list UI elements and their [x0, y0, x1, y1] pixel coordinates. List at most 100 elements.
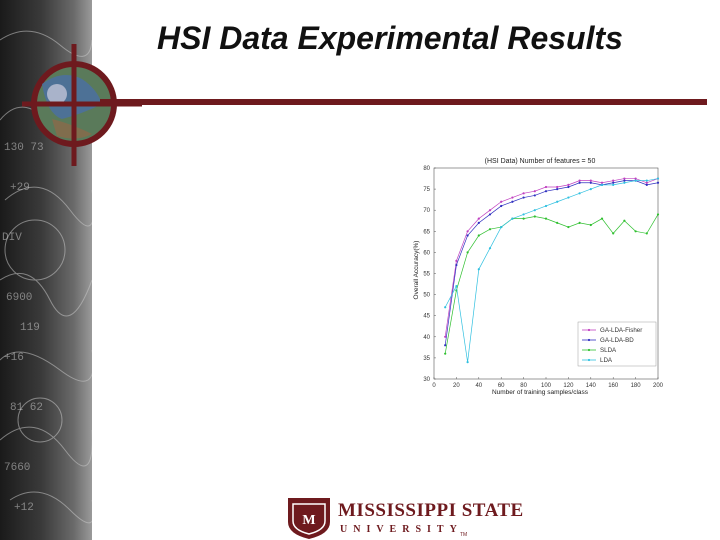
- university-crest-icon: M: [288, 498, 330, 539]
- svg-text:+12: +12: [14, 502, 34, 514]
- accuracy-line-chart: (HSI Data) Number of features = 50 Numbe…: [413, 158, 664, 396]
- logo-subtitle: UNIVERSITY: [340, 524, 463, 535]
- data-point: [645, 179, 648, 182]
- data-point: [522, 213, 525, 216]
- data-point: [645, 183, 648, 186]
- y-tick-label: 45: [423, 314, 430, 320]
- y-tick-label: 50: [423, 293, 430, 299]
- data-point: [533, 215, 536, 218]
- university-logo: M MISSISSIPPI STATE UNIVERSITY TM: [286, 496, 523, 540]
- slide-title: HSI Data Experimental Results: [157, 20, 623, 56]
- crosshair-logo-graphic: [22, 44, 142, 166]
- x-axis-label: Number of training samples/class: [492, 389, 589, 396]
- data-point: [455, 263, 458, 267]
- data-point: [488, 228, 492, 231]
- data-point: [556, 188, 559, 191]
- y-tick-label: 75: [423, 187, 430, 193]
- data-point: [567, 225, 570, 229]
- svg-text:+16: +16: [4, 352, 24, 364]
- data-point: [477, 268, 480, 271]
- data-point: [466, 234, 469, 237]
- chart-title: (HSI Data) Number of features = 50: [485, 158, 596, 165]
- data-point: [500, 200, 503, 203]
- y-axis-label: Overall Accuracy(%): [413, 241, 420, 300]
- data-point: [567, 185, 570, 189]
- data-point: [522, 196, 525, 199]
- data-point: [556, 185, 559, 189]
- series-line-2: [444, 214, 659, 354]
- data-point: [455, 285, 458, 288]
- data-point: [623, 181, 626, 184]
- data-point: [533, 194, 536, 197]
- chart-legend: GA-LDA-Fisher GA-LDA-BD SLDA LDA: [577, 321, 657, 367]
- data-point: [544, 190, 548, 193]
- svg-text:130 73: 130 73: [4, 142, 44, 154]
- data-point: [634, 177, 637, 180]
- chart-series: [444, 177, 660, 364]
- series-line-1: [444, 180, 659, 346]
- data-point: [500, 204, 503, 208]
- data-point: [511, 196, 514, 199]
- data-point: [612, 181, 615, 184]
- legend-label: GA-LDA-Fisher: [600, 327, 642, 334]
- data-point: [544, 185, 548, 189]
- data-point: [567, 183, 570, 186]
- data-point: [444, 306, 447, 309]
- data-point: [589, 181, 592, 184]
- x-tick-label: 180: [631, 383, 642, 389]
- data-point: [544, 217, 548, 220]
- data-point: [612, 232, 615, 235]
- logo-trademark: TM: [460, 532, 468, 538]
- data-point: [522, 217, 525, 220]
- x-tick-label: 200: [653, 383, 664, 389]
- data-point: [634, 179, 637, 182]
- data-point: [455, 259, 458, 262]
- x-tick-label: 40: [475, 383, 482, 389]
- data-point: [656, 177, 660, 180]
- legend-marker: [587, 358, 591, 362]
- y-tick-label: 60: [423, 250, 430, 256]
- x-tick-label: 120: [563, 383, 574, 389]
- data-point: [656, 213, 660, 216]
- data-point: [589, 188, 592, 191]
- data-point: [578, 181, 581, 184]
- data-point: [567, 196, 570, 199]
- data-point: [488, 247, 492, 250]
- y-tick-label: 70: [423, 208, 430, 214]
- x-tick-label: 20: [453, 383, 460, 389]
- data-point: [477, 221, 480, 224]
- svg-text:7660: 7660: [4, 462, 30, 474]
- svg-text:+29: +29: [10, 182, 30, 194]
- y-tick-label: 80: [423, 166, 430, 172]
- data-point: [600, 181, 604, 184]
- legend-label: LDA: [600, 357, 613, 364]
- data-point: [556, 221, 559, 224]
- data-point: [488, 209, 492, 212]
- data-point: [444, 352, 447, 355]
- data-point: [600, 183, 604, 186]
- y-tick-label: 65: [423, 229, 430, 235]
- svg-text:6900: 6900: [6, 292, 32, 304]
- data-point: [444, 335, 447, 338]
- data-point: [589, 223, 592, 227]
- chart-axes: 0 20 40 60 80 100 120 140 160 180 200 30 35 40 45 50 55 6…: [423, 166, 663, 389]
- logo-wordmark: MISSISSIPPI STATE: [338, 500, 524, 521]
- data-point: [556, 200, 559, 203]
- legend-marker: [587, 338, 591, 342]
- legend-label: SLDA: [600, 347, 617, 354]
- data-point: [623, 179, 626, 182]
- svg-text:119: 119: [20, 322, 40, 334]
- data-point: [511, 200, 514, 203]
- data-point: [533, 190, 536, 193]
- legend-label: GA-LDA-BD: [600, 337, 634, 344]
- x-tick-label: 80: [520, 383, 527, 389]
- series-line-0: [444, 178, 659, 337]
- data-point: [589, 179, 592, 182]
- legend-marker: [587, 328, 591, 332]
- y-tick-label: 30: [423, 377, 430, 383]
- x-tick-label: 140: [586, 383, 597, 389]
- svg-text:M: M: [302, 513, 315, 528]
- data-point: [578, 221, 581, 224]
- y-tick-label: 40: [423, 335, 430, 341]
- y-tick-label: 55: [423, 272, 430, 278]
